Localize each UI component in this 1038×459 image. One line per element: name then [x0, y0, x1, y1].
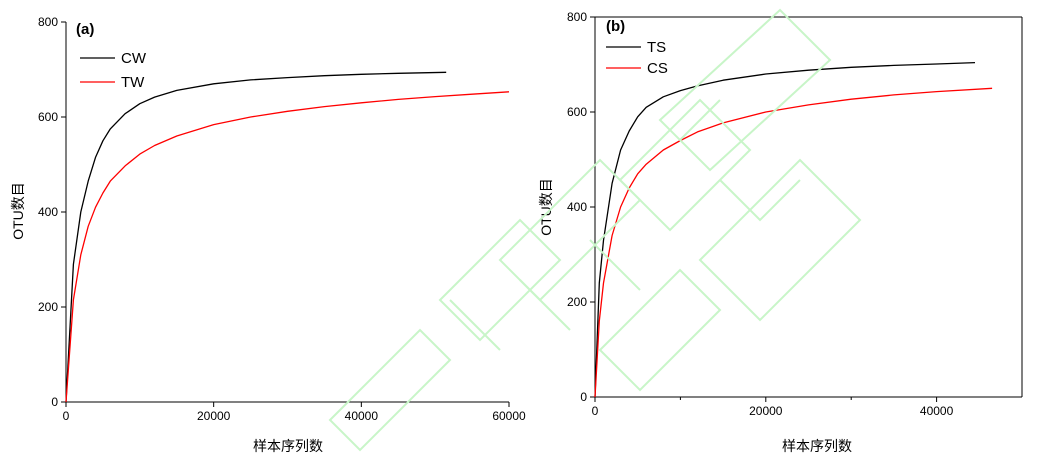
x-tick-label: 0	[63, 409, 70, 423]
series-line-ts-b	[594, 61, 976, 398]
y-tick-label: 600	[567, 105, 587, 119]
y-tick-label: 800	[38, 15, 58, 29]
y-tick-label: 400	[567, 200, 587, 214]
y-tick-label: 400	[38, 205, 58, 219]
x-tick-label: 0	[592, 404, 599, 418]
y-axis-title-b: OTU数目	[538, 178, 554, 236]
y-axis-title-a: OTU数目	[10, 182, 26, 240]
legend-label-cw-a: CW	[121, 50, 147, 67]
legend-label-cs-b: CS	[647, 60, 668, 77]
legend-label-ts-b: TS	[647, 39, 666, 56]
y-tick-label: 200	[38, 300, 58, 314]
y-tick-label: 800	[567, 10, 587, 24]
panel-label-a: (a)	[76, 21, 94, 38]
legend-label-tw-a: TW	[121, 74, 145, 91]
series-line-cs-b	[594, 87, 993, 398]
panel-label-b: (b)	[606, 18, 625, 35]
x-tick-label: 60000	[492, 409, 526, 423]
x-axis-title-b: 样本序列数	[782, 438, 852, 454]
series-line-cw-a	[65, 71, 447, 403]
x-tick-label: 20000	[197, 409, 231, 423]
y-tick-label: 0	[580, 390, 587, 404]
y-tick-label: 200	[567, 295, 587, 309]
x-tick-label: 40000	[345, 409, 379, 423]
y-tick-label: 0	[51, 395, 58, 409]
chart-panel-a: (a) 样本序列数 OTU数目 0 20000 40000 60000 0 200 400 6…	[10, 15, 526, 454]
series-line-tw-a	[65, 91, 510, 403]
x-axis-title-a: 样本序列数	[253, 438, 323, 454]
x-tick-label: 40000	[920, 404, 954, 418]
chart-panel-b: (b) 样本序列数 OTU数目 0 20000 40000 0 200 400 600 800…	[538, 10, 1023, 454]
x-tick-label: 20000	[749, 404, 783, 418]
y-tick-label: 600	[38, 110, 58, 124]
